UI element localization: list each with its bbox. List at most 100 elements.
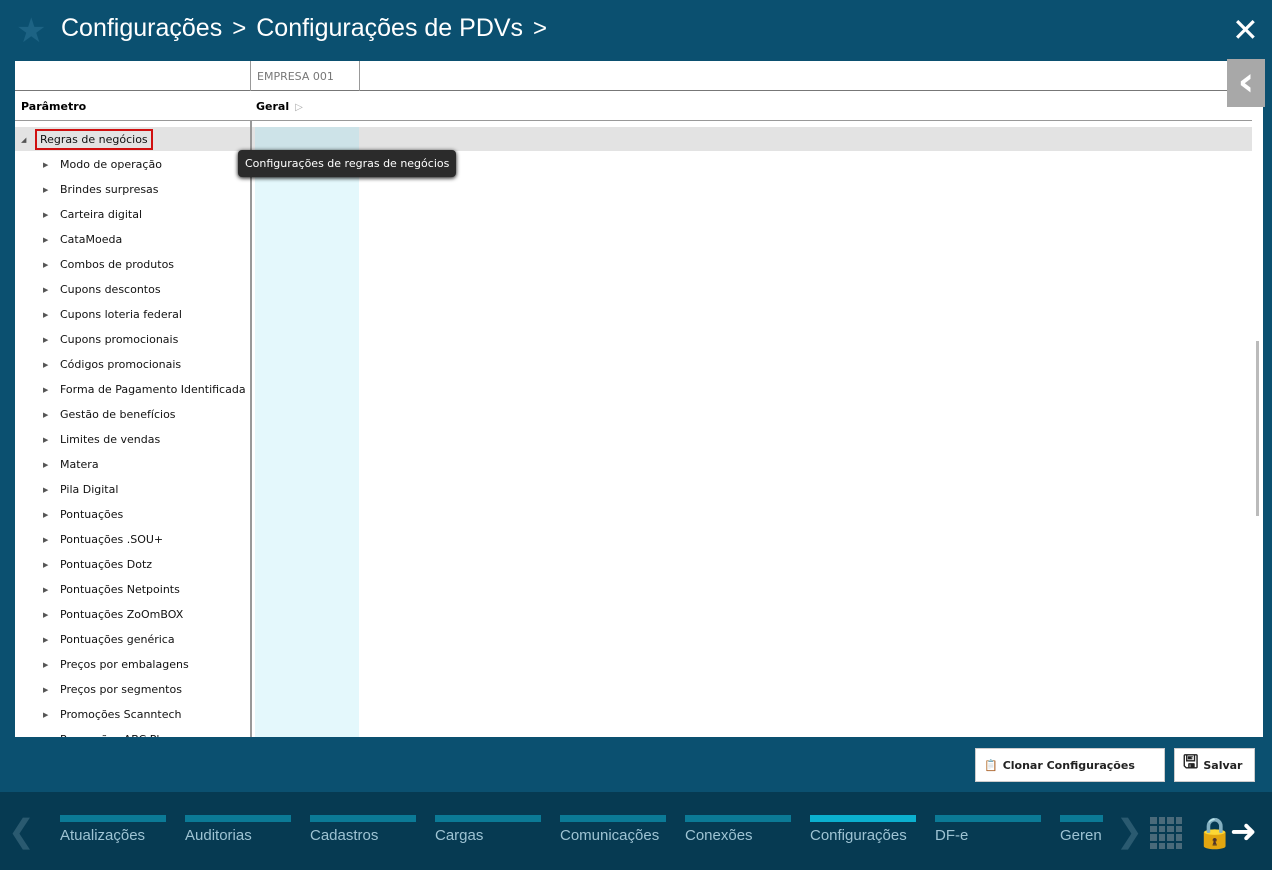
- nav-tab[interactable]: Geren: [1060, 815, 1103, 844]
- expand-triangle-icon[interactable]: ▶: [43, 710, 49, 719]
- expand-triangle-icon[interactable]: ▶: [43, 435, 49, 444]
- tree-node-label: Promoções ABC Pl: [60, 733, 159, 737]
- expand-triangle-icon[interactable]: ▶: [43, 285, 49, 294]
- nav-tab-bar: [60, 815, 166, 822]
- star-icon[interactable]: ★: [16, 11, 47, 51]
- expand-triangle-icon[interactable]: ▶: [43, 310, 49, 319]
- tree-node[interactable]: ▶ Pontuações .SOU+: [15, 527, 250, 552]
- tree-node[interactable]: ▶ Combos de produtos: [15, 252, 250, 277]
- tree-node[interactable]: ▶ Limites de vendas: [15, 427, 250, 452]
- tree-node[interactable]: ▶ Preços por segmentos: [15, 677, 250, 702]
- nav-tab[interactable]: Comunicações: [560, 815, 666, 844]
- tree-node-label: Pontuações Dotz: [60, 558, 153, 571]
- nav-tab[interactable]: Auditorias: [185, 815, 291, 844]
- tree-node[interactable]: ▶ Promoções Scanntech: [15, 702, 250, 727]
- company-header-row: EMPRESA 001: [15, 61, 1263, 91]
- expand-triangle-icon[interactable]: ▶: [43, 335, 49, 344]
- expand-triangle-icon[interactable]: ▶: [43, 736, 51, 738]
- expand-triangle-icon[interactable]: ▶: [43, 485, 49, 494]
- expand-right-icon[interactable]: ▷: [295, 102, 303, 113]
- collapse-panel-chevron-icon[interactable]: ‹: [1227, 59, 1265, 107]
- tree-node[interactable]: ▶ Códigos promocionais: [15, 352, 250, 377]
- breadcrumb-configuracoes-pdvs[interactable]: Configurações de PDVs: [256, 14, 524, 42]
- breadcrumb-separator: >: [232, 14, 247, 42]
- tree-node-label: Carteira digital: [60, 208, 143, 221]
- tree-node[interactable]: ▶ Modo de operação: [15, 152, 250, 177]
- expand-triangle-icon[interactable]: ▶: [43, 410, 49, 419]
- breadcrumb-separator: >: [533, 14, 548, 42]
- selected-row[interactable]: [15, 127, 1252, 151]
- expand-triangle-icon[interactable]: ▶: [43, 685, 49, 694]
- tree-node-label: Pontuações .SOU+: [60, 533, 164, 546]
- clone-config-button[interactable]: 📋 Clonar Configurações: [975, 748, 1165, 782]
- expand-triangle-icon[interactable]: ▶: [43, 185, 49, 194]
- expand-triangle-icon[interactable]: ▶: [43, 585, 49, 594]
- expand-triangle-icon[interactable]: ▶: [43, 460, 49, 469]
- logout-arrow-icon[interactable]: ➜: [1230, 812, 1257, 850]
- nav-tab-bar: [1060, 815, 1103, 822]
- tree-node[interactable]: ▶ Gestão de benefícios: [15, 402, 250, 427]
- nav-tab[interactable]: Cadastros: [310, 815, 416, 844]
- expand-triangle-icon[interactable]: ▶: [43, 535, 49, 544]
- tree-node[interactable]: ▶ Pontuações ZoOmBOX: [15, 602, 250, 627]
- breadcrumb-configuracoes[interactable]: Configurações: [61, 14, 223, 42]
- nav-tab[interactable]: Cargas: [435, 815, 541, 844]
- company-column-header[interactable]: EMPRESA 001: [250, 61, 360, 91]
- expand-triangle-icon[interactable]: ▶: [43, 260, 49, 269]
- tree-node-label: Códigos promocionais: [60, 358, 182, 371]
- group-header[interactable]: Geral ▷: [256, 100, 303, 113]
- tree-node[interactable]: ▶ Pila Digital: [15, 477, 250, 502]
- tree-node[interactable]: ▶ Carteira digital: [15, 202, 250, 227]
- expand-triangle-icon[interactable]: ▶: [43, 660, 49, 669]
- tree-node[interactable]: ▶ Forma de Pagamento Identificada: [15, 377, 250, 402]
- config-grid: EMPRESA 001 Parâmetro Geral ▷ ◢ Regras de …: [15, 61, 1263, 737]
- tree-node[interactable]: ▶ Cupons descontos: [15, 277, 250, 302]
- expand-triangle-icon[interactable]: ▶: [43, 635, 49, 644]
- nav-tab[interactable]: Conexões: [685, 815, 791, 844]
- tree-node[interactable]: ▶ Promoções ABC Pl: [15, 727, 250, 737]
- nav-prev-icon[interactable]: ❮: [8, 812, 35, 850]
- tree-node-label: Pila Digital: [60, 483, 119, 496]
- nav-tab-label: Cargas: [435, 827, 484, 844]
- column-divider[interactable]: [250, 121, 252, 737]
- nav-tab[interactable]: Atualizações: [60, 815, 166, 844]
- tree-node[interactable]: ▶ Cupons promocionais: [15, 327, 250, 352]
- tree-node[interactable]: ▶ CataMoeda: [15, 227, 250, 252]
- tree-node-label: Forma de Pagamento Identificada: [60, 383, 246, 396]
- lock-icon[interactable]: 🔒: [1196, 816, 1234, 851]
- tree-node[interactable]: ▶ Pontuações Dotz: [15, 552, 250, 577]
- close-icon[interactable]: ✕: [1232, 11, 1259, 49]
- nav-next-icon[interactable]: ❯: [1116, 812, 1143, 850]
- apps-grid-icon[interactable]: [1150, 817, 1182, 849]
- expand-triangle-icon[interactable]: ▶: [43, 510, 49, 519]
- clone-icon: 📋: [984, 758, 998, 772]
- tree-node[interactable]: ▶ Brindes surpresas: [15, 177, 250, 202]
- tree-node-regras-de-negocios[interactable]: ◢ Regras de negócios: [15, 127, 250, 152]
- save-button[interactable]: 🖫 Salvar: [1174, 748, 1255, 782]
- nav-tab[interactable]: Configurações: [810, 815, 916, 844]
- expand-triangle-icon[interactable]: ▶: [43, 560, 49, 569]
- tree-node-label: Pontuações genérica: [60, 633, 175, 646]
- expand-triangle-icon[interactable]: ▶: [43, 385, 49, 394]
- tree-node-label: Pontuações ZoOmBOX: [60, 608, 184, 621]
- expand-triangle-icon[interactable]: ▶: [43, 610, 49, 619]
- expand-triangle-icon[interactable]: ▶: [43, 160, 49, 169]
- tree-node[interactable]: ▶ Cupons loteria federal: [15, 302, 250, 327]
- tree-node[interactable]: ▶ Pontuações Netpoints: [15, 577, 250, 602]
- tree-node-label: Brindes surpresas: [60, 183, 159, 196]
- tree-node[interactable]: ▶ Pontuações genérica: [15, 627, 250, 652]
- expand-triangle-icon[interactable]: ▶: [43, 360, 49, 369]
- tree-node-label: Regras de negócios: [35, 129, 153, 150]
- tree-node-label: Gestão de benefícios: [60, 408, 176, 421]
- group-header-label: Geral: [256, 100, 290, 113]
- scrollbar-thumb[interactable]: [1256, 341, 1259, 516]
- tree-node[interactable]: ▶ Matera: [15, 452, 250, 477]
- nav-tab[interactable]: DF-e: [935, 815, 1041, 844]
- expand-triangle-icon[interactable]: ▶: [43, 235, 49, 244]
- tree-node[interactable]: ▶ Preços por embalagens: [15, 652, 250, 677]
- selected-cell[interactable]: [255, 127, 359, 151]
- tree-node[interactable]: ▶ Pontuações: [15, 502, 250, 527]
- collapse-triangle-icon[interactable]: ◢: [21, 135, 27, 144]
- expand-triangle-icon[interactable]: ▶: [43, 210, 49, 219]
- nav-tab-bar: [935, 815, 1041, 822]
